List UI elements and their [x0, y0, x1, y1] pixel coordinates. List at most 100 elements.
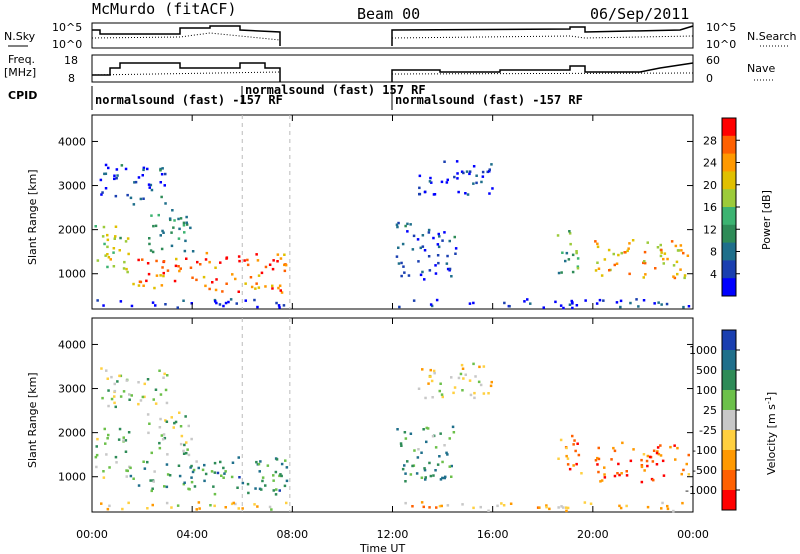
nsky-label: N.Sky	[4, 30, 36, 43]
power-y-ticks: 4000 3000 2000 1000	[58, 135, 693, 281]
nsky-trace	[92, 25, 281, 46]
freq-tick-top: 18	[64, 54, 78, 67]
power-colorbar-tick-20: 20	[703, 179, 717, 192]
velocity-echo-region-5	[100, 501, 288, 511]
power-echo-region-5	[96, 298, 286, 309]
velocity-colorbar-tick-1000: 1000	[689, 344, 717, 357]
power-echoes	[94, 115, 691, 310]
power-echo-region-1	[99, 163, 167, 206]
velocity-colorbar-swatch	[722, 370, 736, 391]
velocity-colorbar-swatch	[722, 330, 736, 351]
power-echo-region-7	[418, 160, 494, 196]
velocity-y-label: Slant Range [km]	[26, 372, 39, 468]
velocity-echo-region-7	[417, 362, 493, 400]
cpid-segment-2: normalsound (fast) 157 RF	[245, 83, 426, 97]
power-colorbar-swatch	[722, 171, 736, 190]
power-colorbar-swatch	[722, 118, 736, 137]
power-colorbar-tick-12: 12	[703, 223, 717, 236]
x-tick-4: 16:00	[477, 528, 509, 541]
power-y-tick-4000: 4000	[58, 135, 86, 148]
power-colorbar-swatch	[722, 153, 736, 172]
nsky-tick-top: 10^5	[52, 21, 82, 34]
nsky-panel: N.Sky 10^5 10^0 10^5 10^0 N.Search	[4, 21, 797, 51]
power-colorbar-swatch	[722, 278, 736, 297]
power-colorbar-swatch	[722, 207, 736, 226]
power-colorbar-swatch	[722, 242, 736, 261]
nsearch-trace-2	[391, 35, 694, 39]
date-title: 06/Sep/2011	[590, 5, 689, 23]
velocity-colorbar-swatch	[722, 390, 736, 411]
velocity-echo-region-3	[204, 456, 289, 496]
freq-unit: [MHz]	[4, 66, 36, 79]
velocity-colorbar-label: Velocity [m s-1]	[764, 392, 778, 475]
power-echo-region-2	[132, 257, 207, 290]
power-colorbar-tick-8: 8	[710, 246, 717, 259]
velocity-colorbar-swatch	[722, 470, 736, 491]
x-tick-0: 00:00	[76, 528, 108, 541]
velocity-colorbar-tick--25: -25	[699, 424, 717, 437]
power-echo-region-10	[398, 298, 691, 310]
velocity-colorbar: 1000 500 100 25 -25 -100 -500 -1000	[685, 329, 740, 511]
nsearch-label: N.Search	[747, 30, 797, 43]
velocity-colorbar-tick-100: 100	[696, 384, 717, 397]
x-tick-2: 08:00	[276, 528, 308, 541]
velocity-echo-region-0	[94, 427, 132, 479]
power-colorbar-swatch	[722, 224, 736, 244]
velocity-echo-region-8	[594, 441, 691, 484]
nave-label: Nave	[747, 62, 775, 75]
power-echo-region-3	[204, 251, 288, 294]
x-tick-3: 12:00	[377, 528, 409, 541]
nave-tick-top: 60	[706, 54, 720, 67]
beam-title: Beam 00	[357, 5, 420, 23]
velocity-echo-region-4	[146, 411, 193, 457]
velocity-echo-region-1	[100, 367, 169, 409]
x-tick-5: 20:00	[577, 528, 609, 541]
power-y-label: Slant Range [km]	[26, 169, 39, 265]
velocity-colorbar-tick--500: -500	[692, 464, 717, 477]
velocity-y-tick-2000: 2000	[58, 427, 86, 440]
velocity-colorbar-tick--1000: -1000	[685, 484, 717, 497]
cpid-segment-3: normalsound (fast) -157 RF	[395, 93, 583, 107]
velocity-y-ticks: 4000 3000 2000 1000	[58, 338, 693, 484]
x-tick-6: 00:00	[677, 528, 709, 541]
freq-panel: Freq. [MHz] 18 8 60 0 Nave	[4, 53, 775, 85]
power-colorbar-tick-16: 16	[703, 201, 717, 214]
power-colorbar-swatch	[722, 135, 736, 155]
cpid-row: CPID normalsound (fast) -157 RF normalso…	[8, 83, 583, 110]
freq-tick-bottom: 8	[68, 72, 75, 85]
power-colorbar: 28 24 20 16 12 8 4	[703, 117, 740, 297]
velocity-colorbar-tick-500: 500	[696, 364, 717, 377]
x-axis-label: Time UT	[359, 542, 405, 554]
velocity-colorbar-swatch	[722, 350, 736, 371]
nave-trace-2	[391, 72, 694, 75]
x-tick-1: 04:00	[176, 528, 208, 541]
power-echo-region-6	[395, 221, 458, 281]
velocity-panel: 4000 3000 2000 1000 Slant Range [km] 1000 50…	[26, 317, 778, 513]
velocity-echoes	[94, 318, 691, 513]
velocity-y-tick-3000: 3000	[58, 383, 86, 396]
freq-trace	[92, 62, 281, 82]
power-colorbar-swatch	[722, 260, 736, 279]
power-y-tick-1000: 1000	[58, 268, 86, 281]
power-colorbar-tick-4: 4	[710, 268, 717, 281]
nave-trace	[91, 71, 281, 76]
nsearch-tick-bottom: 10^0	[706, 38, 736, 51]
velocity-echo-region-10	[404, 501, 684, 513]
power-y-tick-3000: 3000	[58, 180, 86, 193]
velocity-colorbar-swatch	[722, 450, 736, 471]
velocity-echo-region-2	[129, 460, 206, 493]
velocity-echo-region-9	[557, 434, 583, 475]
nsearch-tick-top: 10^5	[706, 21, 736, 34]
velocity-colorbar-swatch	[722, 430, 736, 451]
nsky-tick-bottom: 10^0	[52, 38, 82, 51]
cpid-segment-1: normalsound (fast) -157 RF	[95, 93, 283, 107]
power-colorbar-tick-28: 28	[703, 134, 717, 147]
power-echo-region-8	[594, 239, 690, 280]
power-echo-region-9	[556, 230, 580, 275]
power-colorbar-label: Power [dB]	[760, 190, 773, 250]
power-echo-region-0	[94, 225, 130, 274]
station-title: McMurdo (fitACF)	[92, 0, 237, 18]
velocity-colorbar-tick-25: 25	[703, 404, 717, 417]
nsearch-trace	[91, 32, 281, 41]
